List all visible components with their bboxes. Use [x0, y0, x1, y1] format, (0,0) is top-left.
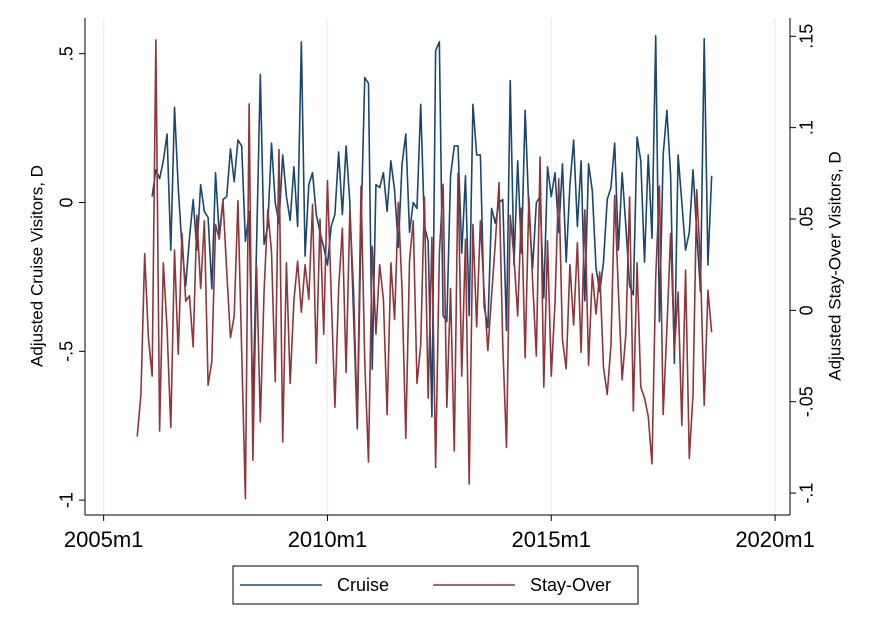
y2-tick-label: .05	[797, 206, 817, 231]
y-tick-label: 0	[57, 198, 77, 208]
y2-tick-label: 0	[797, 305, 817, 315]
legend-label: Cruise	[337, 575, 389, 595]
x-tick-label: 2010m1	[288, 527, 368, 552]
y2-tick-label: -.1	[797, 483, 817, 504]
y2-axis-title: Adjusted Stay-Over Visitors, D	[825, 151, 844, 380]
series-line	[151, 35, 713, 430]
y2-tick-label: -.05	[797, 386, 817, 417]
y-axis-title: Adjusted Cruise Visitors, D	[27, 165, 46, 367]
x-tick-label: 2020m1	[735, 527, 815, 552]
y2-tick-label: .15	[797, 24, 817, 49]
x-tick-label: 2015m1	[512, 527, 592, 552]
x-tick-label: 2005m1	[64, 527, 144, 552]
series-line	[136, 39, 713, 500]
legend-label: Stay-Over	[530, 575, 611, 595]
y-tick-label: .5	[57, 46, 77, 61]
y-tick-label: -.5	[57, 341, 77, 362]
y2-tick-label: .1	[797, 120, 817, 135]
y-tick-label: -1	[57, 492, 77, 508]
